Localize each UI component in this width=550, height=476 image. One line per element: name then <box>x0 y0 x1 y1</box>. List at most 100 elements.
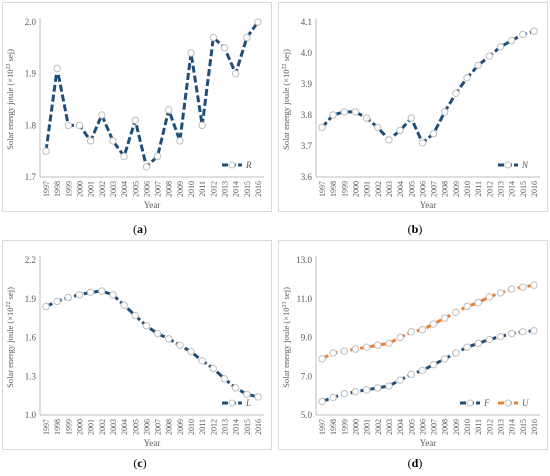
chart-a-xtick-2: 1999 <box>64 181 73 197</box>
chart-d-xtick-14: 2011 <box>474 419 483 435</box>
chart-b-xtick-13: 2010 <box>463 181 472 197</box>
chart-d-point-U-2006 <box>418 326 427 334</box>
chart-b-point-N-2011 <box>474 61 482 70</box>
chart-a-point-R-2002 <box>98 111 106 119</box>
chart-a-xtick-12: 2009 <box>176 181 185 197</box>
chart-d-xtick-10: 2007 <box>430 419 439 435</box>
chart-d-point-F-2007 <box>429 360 438 369</box>
chart-a-ytick-3: 2.0 <box>25 17 37 27</box>
chart-c-xtick-16: 2013 <box>221 419 230 435</box>
chart-b-point-N-2008 <box>441 108 449 116</box>
chart-c-xtick-10: 2007 <box>154 419 163 435</box>
chart-c-xtick-17: 2014 <box>232 419 241 435</box>
chart-c-xtick-1: 1998 <box>53 419 62 435</box>
chart-d-ylabel-unit: sej) <box>281 287 291 302</box>
chart-a-ytick-2: 1.9 <box>25 69 37 79</box>
chart-c-ytick-2: 1.6 <box>25 333 37 343</box>
chart-a-point-R-2008 <box>165 106 173 114</box>
chart-a-point-R-2004 <box>120 152 128 161</box>
chart-c-xtick-14: 2011 <box>198 419 207 435</box>
chart-a-legend-label-R: R <box>245 160 252 170</box>
chart-a-point-R-2011 <box>198 121 206 130</box>
chart-b-legend-marker-N <box>504 161 512 169</box>
chart-d-point-U-2010 <box>463 302 471 311</box>
chart-a-xtick-9: 2006 <box>142 181 151 197</box>
chart-c-xtick-18: 2015 <box>243 419 252 435</box>
chart-d-point-F-2004 <box>396 376 404 384</box>
chart-c-xtick-5: 2002 <box>98 419 107 435</box>
chart-c-xtick-11: 2008 <box>165 419 174 435</box>
chart-d-point-F-2003 <box>385 382 393 390</box>
chart-d-point-F-1997 <box>318 397 326 406</box>
chart-c-point-L-1998 <box>53 297 61 306</box>
chart-b-xtick-10: 2007 <box>430 181 439 197</box>
chart-d-point-F-2011 <box>474 339 482 348</box>
chart-a-point-R-1998 <box>53 64 61 73</box>
chart-b-point-N-2013 <box>496 43 505 51</box>
chart-a-point-R-1999 <box>64 121 73 130</box>
chart-c-xtick-4: 2001 <box>87 419 96 435</box>
chart-b-point-N-1998 <box>329 111 337 119</box>
chart-a-ylabel-sup: 22 <box>6 63 12 69</box>
chart-a-xtick-14: 2011 <box>198 181 207 197</box>
chart-c-point-L-1997 <box>42 302 50 311</box>
chart-c-ytick-0: 1.0 <box>25 410 37 420</box>
chart-a-xtick-16: 2013 <box>221 181 230 197</box>
chart-b-point-N-2001 <box>362 114 371 122</box>
chart-c-point-L-2000 <box>75 291 84 299</box>
chart-b-ytick-3: 3.9 <box>301 79 313 89</box>
chart-d-point-U-1999 <box>340 347 349 355</box>
chart-d-xtick-12: 2009 <box>452 419 461 435</box>
caption-a: (a) <box>133 222 147 236</box>
chart-d-xtick-3: 2000 <box>351 419 360 435</box>
chart-c-point-L-2013 <box>220 375 229 383</box>
chart-c-ylabel-main: Solar energy joule (×10 <box>5 307 15 387</box>
chart-c-point-L-2006 <box>142 322 151 330</box>
chart-a-xtick-4: 2001 <box>87 181 96 197</box>
chart-d-point-U-2001 <box>362 343 371 351</box>
chart-b-point-N-2016 <box>530 27 538 35</box>
chart-c-point-L-2001 <box>86 288 95 296</box>
chart-d-border <box>278 240 548 450</box>
chart-c-border <box>2 240 272 450</box>
chart-d-xtick-15: 2012 <box>485 419 494 435</box>
caption-b-letter: b <box>411 222 419 236</box>
chart-d-xtick-16: 2013 <box>497 419 506 435</box>
chart-c-point-L-2015 <box>243 390 251 399</box>
chart-d-legend-marker-U <box>504 399 512 407</box>
chart-b-xtick-12: 2009 <box>452 181 461 197</box>
caption-d: (d) <box>407 456 423 470</box>
chart-b-point-N-2005 <box>407 114 415 122</box>
chart-a-xtick-18: 2015 <box>243 181 252 197</box>
chart-d-xtick-1: 1998 <box>329 419 338 435</box>
chart-a-point-R-2005 <box>131 116 139 124</box>
chart-d-ytick-3: 11.0 <box>297 294 313 304</box>
chart-a-ytick-1: 1.8 <box>25 120 37 130</box>
chart-d-ylabel-main: Solar energy joule (×10 <box>281 307 291 387</box>
chart-a-point-R-2015 <box>243 33 251 42</box>
chart-a-legend-marker-R <box>228 161 236 169</box>
chart-a-point-R-2014 <box>231 69 240 78</box>
chart-b-xtick-2: 1999 <box>340 181 349 197</box>
chart-a-point-R-1997 <box>42 147 50 155</box>
chart-d-point-U-2000 <box>351 345 360 353</box>
chart-b-point-N-2002 <box>374 123 382 132</box>
chart-d-point-U-2007 <box>429 320 438 328</box>
chart-b-point-N-1999 <box>340 108 349 116</box>
chart-d-point-F-2006 <box>418 366 427 375</box>
chart-c-point-L-1999 <box>64 293 73 302</box>
chart-d-legend-label-U: U <box>522 398 529 408</box>
chart-c-xtick-3: 2000 <box>75 419 84 435</box>
chart-a-xtick-3: 2000 <box>75 181 84 197</box>
chart-b-xtick-4: 2001 <box>363 181 372 197</box>
chart-d-xtick-0: 1997 <box>318 419 327 435</box>
chart-b-legend-label-N: N <box>521 160 529 170</box>
chart-c-xtick-9: 2006 <box>142 419 151 435</box>
chart-a-xtick-19: 2016 <box>254 181 263 197</box>
chart-a-point-R-2000 <box>75 121 84 130</box>
chart-d-point-F-2000 <box>351 388 360 396</box>
chart-a-point-R-2001 <box>86 137 95 145</box>
chart-b-point-N-1997 <box>318 123 326 132</box>
chart-d-ytick-1: 7.0 <box>301 371 313 381</box>
chart-a-ylabel-unit: sej) <box>5 49 15 64</box>
